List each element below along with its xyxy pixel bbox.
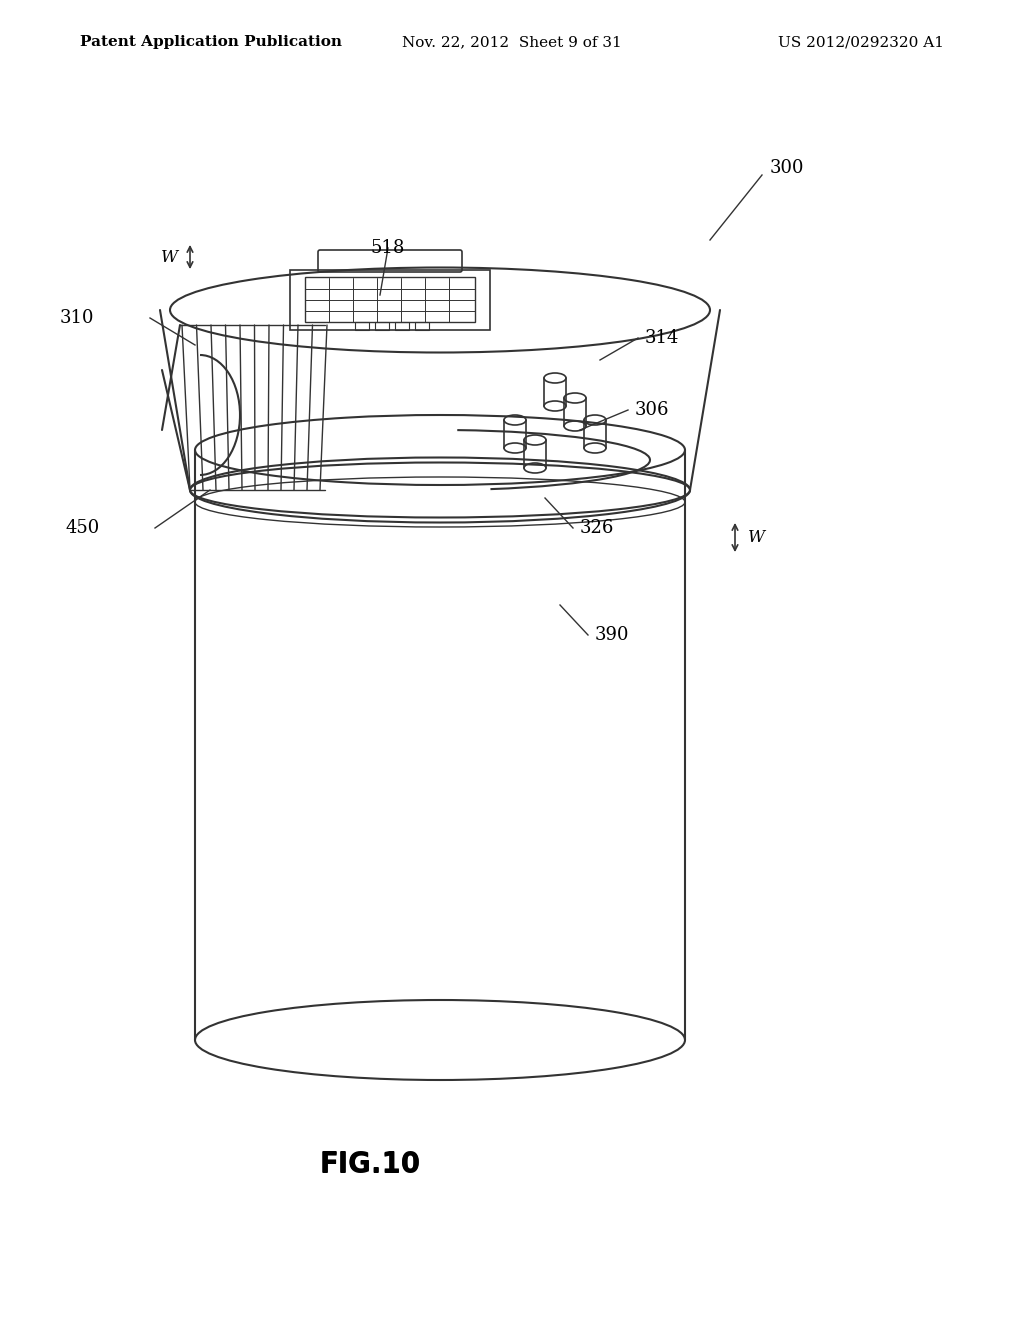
Text: 518: 518	[371, 239, 406, 257]
Text: 310: 310	[60, 309, 94, 327]
Text: W: W	[161, 248, 178, 265]
Bar	[355, 322, 369, 330]
Text: 300: 300	[770, 158, 805, 177]
Text: Patent Application Publication: Patent Application Publication	[80, 36, 342, 49]
Text: 326: 326	[580, 519, 614, 537]
Text: 314: 314	[645, 329, 679, 347]
Bar	[290, 271, 490, 330]
Text: FIG.10: FIG.10	[319, 1150, 421, 1177]
Text: US 2012/0292320 A1: US 2012/0292320 A1	[778, 36, 944, 49]
Text: 450: 450	[65, 519, 99, 537]
Bar	[415, 322, 429, 330]
Bar	[395, 322, 409, 330]
Text: 306: 306	[635, 401, 670, 418]
Bar	[305, 277, 475, 322]
Text: Nov. 22, 2012  Sheet 9 of 31: Nov. 22, 2012 Sheet 9 of 31	[402, 36, 622, 49]
Text: W: W	[748, 529, 765, 546]
Text: FIG.10: FIG.10	[319, 1151, 421, 1179]
Bar	[375, 322, 389, 330]
Text: 390: 390	[595, 626, 630, 644]
